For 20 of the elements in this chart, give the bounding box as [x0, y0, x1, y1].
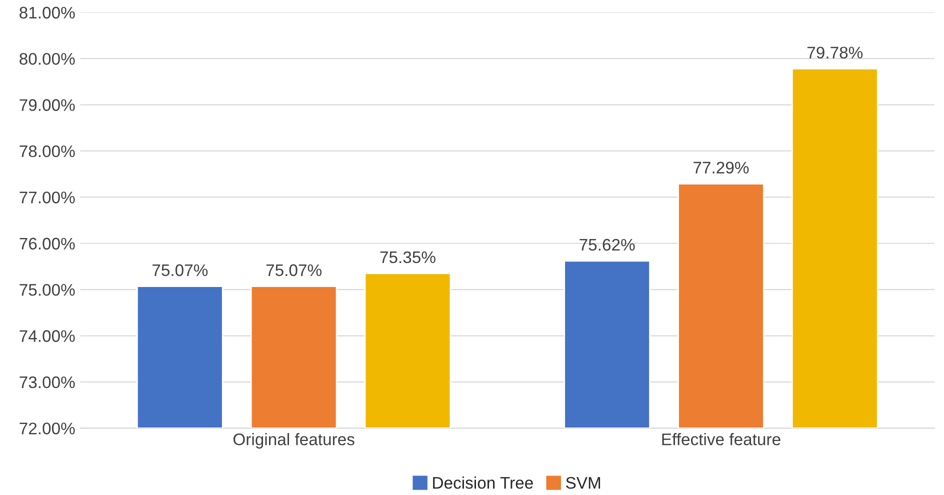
y-tick-label: 79.00% [20, 99, 75, 111]
y-tick-label: 73.00% [20, 376, 75, 388]
y-tick-label: 75.00% [20, 284, 75, 296]
data-label: 75.07% [266, 264, 322, 276]
y-tick-label: 77.00% [20, 192, 75, 204]
data-label: 79.78% [807, 46, 863, 58]
x-tick-label: Original features [233, 433, 354, 449]
y-tick-label: 80.00% [20, 52, 75, 65]
data-label: 75.07% [152, 264, 208, 276]
y-tick-label: 74.00% [20, 330, 75, 342]
y-tick-label: 72.00% [20, 422, 75, 434]
y-tick-label: 78.00% [20, 145, 75, 158]
y-tick-label: 76.00% [20, 238, 75, 250]
legend-label: SVM [566, 476, 600, 489]
data-label: 75.62% [580, 238, 635, 251]
legend-label: Decision Tree [433, 476, 533, 489]
y-tick-label: 81.00% [20, 6, 75, 19]
data-label: 77.29% [694, 162, 749, 174]
x-tick-label: Effective feature [662, 433, 780, 446]
data-label: 75.35% [380, 251, 436, 264]
